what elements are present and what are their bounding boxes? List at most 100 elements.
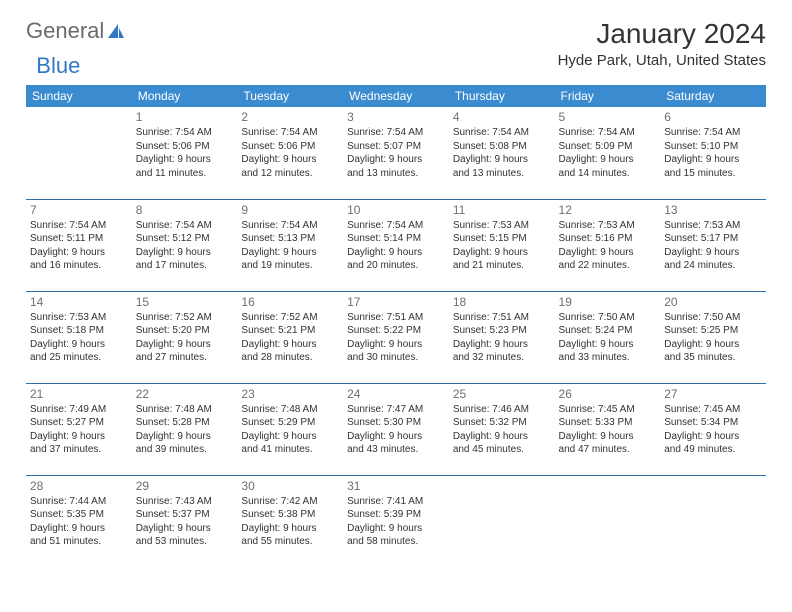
calendar-week: 7Sunrise: 7:54 AMSunset: 5:11 PMDaylight… [26, 199, 766, 291]
day-number: 25 [453, 386, 551, 402]
calendar-day: 4Sunrise: 7:54 AMSunset: 5:08 PMDaylight… [449, 107, 555, 199]
day-detail: Sunrise: 7:54 AM [136, 126, 234, 140]
brand-logo: General [26, 18, 126, 44]
day-number: 2 [241, 109, 339, 125]
day-number: 22 [136, 386, 234, 402]
calendar-header-row: SundayMondayTuesdayWednesdayThursdayFrid… [26, 85, 766, 107]
day-number: 26 [559, 386, 657, 402]
calendar-day: 30Sunrise: 7:42 AMSunset: 5:38 PMDayligh… [237, 475, 343, 567]
calendar-day: 22Sunrise: 7:48 AMSunset: 5:28 PMDayligh… [132, 383, 238, 475]
calendar-day: 18Sunrise: 7:51 AMSunset: 5:23 PMDayligh… [449, 291, 555, 383]
day-detail: and 35 minutes. [664, 351, 762, 365]
day-detail: and 15 minutes. [664, 167, 762, 181]
day-detail: Sunset: 5:07 PM [347, 140, 445, 154]
day-number: 1 [136, 109, 234, 125]
day-detail: Sunrise: 7:43 AM [136, 495, 234, 509]
day-detail: Sunrise: 7:54 AM [347, 126, 445, 140]
weekday-header: Monday [132, 85, 238, 107]
calendar-day: 23Sunrise: 7:48 AMSunset: 5:29 PMDayligh… [237, 383, 343, 475]
day-detail: Sunrise: 7:52 AM [241, 311, 339, 325]
day-detail: Sunset: 5:24 PM [559, 324, 657, 338]
day-detail: and 37 minutes. [30, 443, 128, 457]
day-detail: Daylight: 9 hours [453, 246, 551, 260]
day-number: 15 [136, 294, 234, 310]
day-detail: and 22 minutes. [559, 259, 657, 273]
brand-part1: General [26, 18, 104, 44]
calendar-day: 2Sunrise: 7:54 AMSunset: 5:06 PMDaylight… [237, 107, 343, 199]
day-detail: Sunrise: 7:53 AM [664, 219, 762, 233]
day-detail: Sunrise: 7:54 AM [30, 219, 128, 233]
day-number: 24 [347, 386, 445, 402]
day-detail: Sunset: 5:17 PM [664, 232, 762, 246]
day-number: 19 [559, 294, 657, 310]
calendar-day: 10Sunrise: 7:54 AMSunset: 5:14 PMDayligh… [343, 199, 449, 291]
day-number: 17 [347, 294, 445, 310]
day-detail: Daylight: 9 hours [664, 430, 762, 444]
day-detail: Daylight: 9 hours [136, 430, 234, 444]
day-detail: Daylight: 9 hours [30, 338, 128, 352]
day-detail: Sunset: 5:22 PM [347, 324, 445, 338]
calendar-day: 11Sunrise: 7:53 AMSunset: 5:15 PMDayligh… [449, 199, 555, 291]
day-detail: Sunset: 5:18 PM [30, 324, 128, 338]
day-detail: Sunset: 5:23 PM [453, 324, 551, 338]
day-number: 9 [241, 202, 339, 218]
calendar-day: 31Sunrise: 7:41 AMSunset: 5:39 PMDayligh… [343, 475, 449, 567]
day-detail: Sunrise: 7:54 AM [559, 126, 657, 140]
day-detail: and 21 minutes. [453, 259, 551, 273]
day-number: 3 [347, 109, 445, 125]
day-detail: Sunset: 5:11 PM [30, 232, 128, 246]
day-detail: Daylight: 9 hours [664, 338, 762, 352]
day-detail: and 51 minutes. [30, 535, 128, 549]
calendar-day: 17Sunrise: 7:51 AMSunset: 5:22 PMDayligh… [343, 291, 449, 383]
calendar-week: 21Sunrise: 7:49 AMSunset: 5:27 PMDayligh… [26, 383, 766, 475]
calendar-day: 14Sunrise: 7:53 AMSunset: 5:18 PMDayligh… [26, 291, 132, 383]
day-detail: Sunset: 5:39 PM [347, 508, 445, 522]
day-detail: Sunset: 5:38 PM [241, 508, 339, 522]
location-text: Hyde Park, Utah, United States [558, 52, 766, 69]
day-number: 5 [559, 109, 657, 125]
day-detail: Sunrise: 7:42 AM [241, 495, 339, 509]
day-detail: and 30 minutes. [347, 351, 445, 365]
day-number: 8 [136, 202, 234, 218]
day-number: 28 [30, 478, 128, 494]
day-detail: Sunset: 5:08 PM [453, 140, 551, 154]
day-detail: Sunrise: 7:54 AM [453, 126, 551, 140]
month-title: January 2024 [558, 18, 766, 50]
calendar-empty [449, 475, 555, 567]
day-detail: and 25 minutes. [30, 351, 128, 365]
day-detail: and 33 minutes. [559, 351, 657, 365]
calendar-day: 13Sunrise: 7:53 AMSunset: 5:17 PMDayligh… [660, 199, 766, 291]
day-detail: Sunset: 5:20 PM [136, 324, 234, 338]
day-detail: Daylight: 9 hours [664, 153, 762, 167]
calendar-day: 8Sunrise: 7:54 AMSunset: 5:12 PMDaylight… [132, 199, 238, 291]
day-detail: Sunset: 5:29 PM [241, 416, 339, 430]
calendar-body: 1Sunrise: 7:54 AMSunset: 5:06 PMDaylight… [26, 107, 766, 567]
day-number: 29 [136, 478, 234, 494]
weekday-header: Wednesday [343, 85, 449, 107]
day-detail: and 16 minutes. [30, 259, 128, 273]
day-detail: Daylight: 9 hours [347, 153, 445, 167]
day-detail: Sunset: 5:37 PM [136, 508, 234, 522]
day-detail: Sunset: 5:14 PM [347, 232, 445, 246]
calendar-day: 28Sunrise: 7:44 AMSunset: 5:35 PMDayligh… [26, 475, 132, 567]
day-detail: and 55 minutes. [241, 535, 339, 549]
day-detail: Daylight: 9 hours [453, 430, 551, 444]
calendar-day: 19Sunrise: 7:50 AMSunset: 5:24 PMDayligh… [555, 291, 661, 383]
day-detail: Daylight: 9 hours [30, 522, 128, 536]
brand-part2: Blue [36, 53, 80, 79]
day-detail: Sunset: 5:13 PM [241, 232, 339, 246]
day-number: 4 [453, 109, 551, 125]
calendar-week: 1Sunrise: 7:54 AMSunset: 5:06 PMDaylight… [26, 107, 766, 199]
day-detail: Sunrise: 7:41 AM [347, 495, 445, 509]
calendar-week: 28Sunrise: 7:44 AMSunset: 5:35 PMDayligh… [26, 475, 766, 567]
day-detail: and 45 minutes. [453, 443, 551, 457]
day-detail: and 13 minutes. [453, 167, 551, 181]
day-detail: and 58 minutes. [347, 535, 445, 549]
day-detail: Sunset: 5:35 PM [30, 508, 128, 522]
day-detail: Daylight: 9 hours [241, 153, 339, 167]
day-detail: Daylight: 9 hours [347, 430, 445, 444]
day-detail: and 19 minutes. [241, 259, 339, 273]
day-detail: and 11 minutes. [136, 167, 234, 181]
day-detail: and 47 minutes. [559, 443, 657, 457]
day-detail: Daylight: 9 hours [241, 430, 339, 444]
